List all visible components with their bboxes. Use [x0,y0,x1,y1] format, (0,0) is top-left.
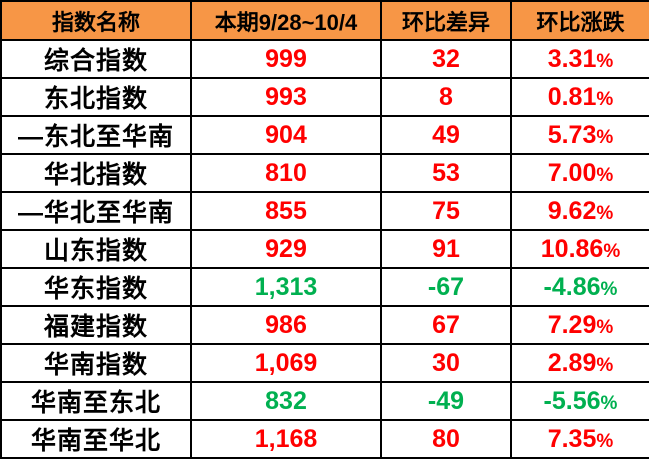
index-name-cell: 华东指数 [0,267,192,307]
current-cell: 1,313 [190,267,382,307]
current-cell: 832 [190,381,382,421]
table-header: 指数名称 本期9/28~10/4 环比差异 环比涨跌 [0,0,649,41]
index-name-cell: 福建指数 [0,305,192,345]
change-cell: 7.00% [510,153,649,193]
current-cell: 855 [190,191,382,231]
diff-cell: 91 [380,229,512,269]
header-change: 环比涨跌 [510,0,649,41]
table-body: 综合指数 999 32 3.31% 东北指数 993 8 0.81% —东北至华… [0,39,649,459]
index-name-cell: 华北指数 [0,153,192,193]
diff-cell: 49 [380,115,512,155]
index-name-cell: 山东指数 [0,229,192,269]
table-row: 华东指数 1,313 -67 -4.86% [0,267,649,307]
change-cell: 7.35% [510,419,649,459]
current-cell: 810 [190,153,382,193]
header-current-period: 本期9/28~10/4 [190,0,382,41]
current-cell: 986 [190,305,382,345]
index-name-cell: —东北至华南 [0,115,192,155]
index-name-cell: 华南至东北 [0,381,192,421]
index-name-cell: —华北至华南 [0,191,192,231]
current-cell: 929 [190,229,382,269]
index-name-cell: 综合指数 [0,39,192,79]
diff-cell: 67 [380,305,512,345]
current-cell: 993 [190,77,382,117]
change-cell: 0.81% [510,77,649,117]
table-row: 华南至东北 832 -49 -5.56% [0,381,649,421]
header-diff: 环比差异 [380,0,512,41]
table-row: 福建指数 986 67 7.29% [0,305,649,345]
diff-cell: -49 [380,381,512,421]
header-row: 指数名称 本期9/28~10/4 环比差异 环比涨跌 [0,0,649,41]
index-name-cell: 东北指数 [0,77,192,117]
table-row: 山东指数 929 91 10.86% [0,229,649,269]
diff-cell: 32 [380,39,512,79]
index-name-cell: 华南至华北 [0,419,192,459]
table-row: 综合指数 999 32 3.31% [0,39,649,79]
change-cell: 5.73% [510,115,649,155]
table-row: —东北至华南 904 49 5.73% [0,115,649,155]
change-cell: 9.62% [510,191,649,231]
table-row: 东北指数 993 8 0.81% [0,77,649,117]
diff-cell: -67 [380,267,512,307]
table-row: 华北指数 810 53 7.00% [0,153,649,193]
index-name-cell: 华南指数 [0,343,192,383]
change-cell: -4.86% [510,267,649,307]
change-cell: -5.56% [510,381,649,421]
current-cell: 1,168 [190,419,382,459]
header-index-name: 指数名称 [0,0,192,41]
change-cell: 10.86% [510,229,649,269]
change-cell: 7.29% [510,305,649,345]
diff-cell: 53 [380,153,512,193]
table-row: 华南指数 1,069 30 2.89% [0,343,649,383]
current-cell: 999 [190,39,382,79]
change-cell: 3.31% [510,39,649,79]
current-cell: 1,069 [190,343,382,383]
diff-cell: 8 [380,77,512,117]
table-row: —华北至华南 855 75 9.62% [0,191,649,231]
diff-cell: 75 [380,191,512,231]
change-cell: 2.89% [510,343,649,383]
diff-cell: 80 [380,419,512,459]
table-row: 华南至华北 1,168 80 7.35% [0,419,649,459]
diff-cell: 30 [380,343,512,383]
current-cell: 904 [190,115,382,155]
